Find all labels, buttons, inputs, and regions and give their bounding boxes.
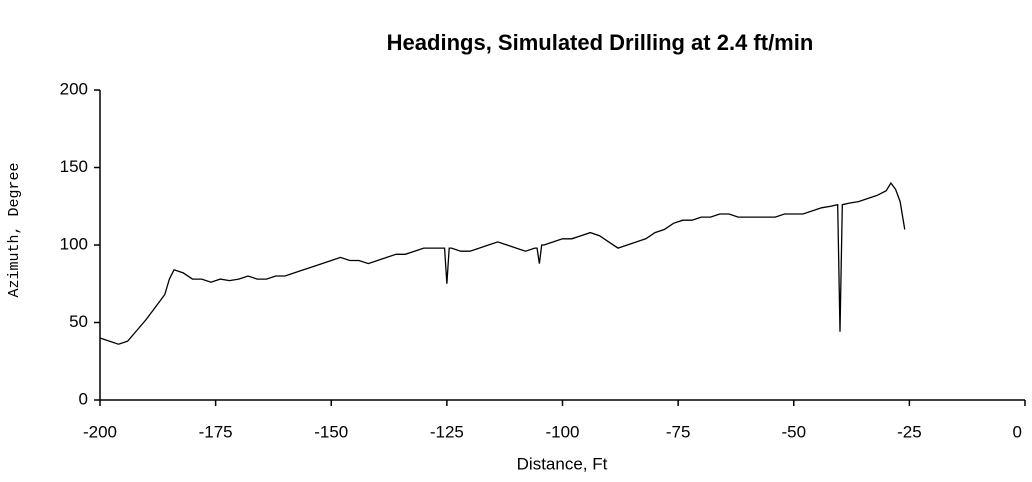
y-axis-label: Azimuth, Degree (6, 162, 23, 297)
y-tick-label: 150 (60, 157, 88, 176)
x-tick-label: -175 (199, 422, 233, 441)
x-tick-label: -125 (430, 422, 464, 441)
x-tick-label: -50 (781, 422, 806, 441)
x-tick-label: -150 (314, 422, 348, 441)
y-tick-label: 100 (60, 234, 88, 253)
line (99, 181, 906, 345)
x-tick-label: -25 (897, 422, 922, 441)
x-axis-label: Distance, Ft (517, 454, 608, 473)
x-tick-label: -100 (545, 422, 579, 441)
y-tick-label: 50 (69, 312, 88, 331)
x-tick-label: 0 (1013, 422, 1022, 441)
y-tick-label: 0 (79, 389, 88, 408)
chart-title: Headings, Simulated Drilling at 2.4 ft/m… (387, 30, 814, 55)
y-tick-label: 200 (60, 79, 88, 98)
x-tick-label: -200 (83, 422, 117, 441)
x-tick-label: -75 (666, 422, 691, 441)
